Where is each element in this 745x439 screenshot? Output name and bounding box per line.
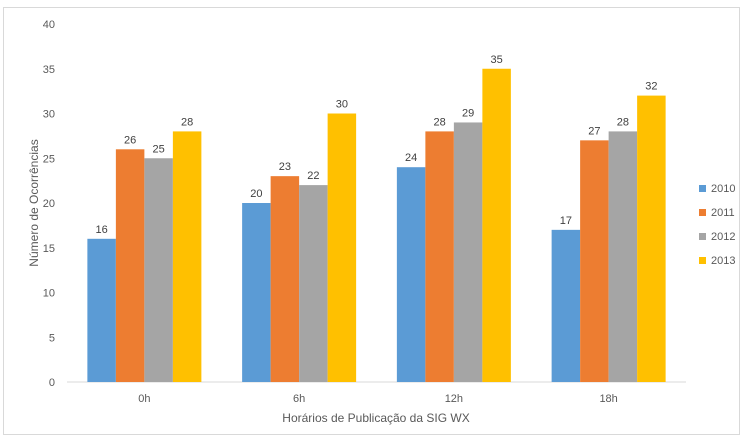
y-tick-label: 30 [43,109,55,121]
data-label: 28 [181,116,193,128]
bar-2010-0h [87,238,116,382]
bar-2011-12h [425,131,454,382]
legend-swatch [699,257,706,264]
data-label: 23 [279,161,291,173]
x-tick-label: 18h [599,393,617,405]
legend-swatch [699,233,706,240]
legend-label: 2011 [711,207,735,219]
data-label: 22 [307,170,319,182]
data-label: 20 [250,188,262,200]
x-axis-title: Horários de Publicação da SIG WX [282,411,469,425]
bar-2013-12h [482,68,511,382]
data-label: 25 [153,143,165,155]
bar-2012-0h [144,158,173,382]
y-tick-label: 10 [43,288,55,300]
bar-2010-18h [551,229,581,382]
bar-2013-0h [172,131,202,382]
data-label: 30 [336,99,348,111]
legend-label: 2012 [711,231,735,243]
bar-2010-12h [396,167,426,382]
data-label: 32 [645,81,657,93]
legend-label: 2010 [711,183,735,195]
y-tick-label: 20 [43,198,55,210]
bar-2013-18h [637,95,666,382]
x-tick-label: 6h [293,393,305,405]
data-label: 35 [491,54,503,66]
y-tick-label: 0 [49,377,55,389]
bar-2011-18h [580,140,609,382]
y-tick-label: 25 [43,153,55,165]
data-label: 27 [588,125,600,137]
legend-label: 2013 [711,255,735,267]
data-label: 28 [434,116,446,128]
data-label: 26 [124,134,136,146]
bar-2012-12h [453,122,483,382]
y-tick-label: 35 [43,64,55,76]
bar-2013-6h [327,113,357,382]
bar-2010-6h [242,203,271,382]
bar-2011-6h [270,176,300,382]
bar-2012-6h [299,185,328,382]
y-tick-label: 15 [43,243,55,255]
legend-swatch [699,209,706,216]
bar-2011-0h [115,149,145,382]
data-label: 24 [405,152,417,164]
y-axis-title: Número de Ocorrências [27,139,41,266]
data-label: 28 [617,116,629,128]
bar-2012-18h [608,131,638,382]
data-label: 29 [462,107,474,119]
legend-swatch [699,185,706,192]
data-label: 16 [96,224,108,236]
x-tick-label: 12h [445,393,463,405]
x-tick-label: 0h [138,393,150,405]
y-tick-label: 40 [43,19,55,31]
data-label: 17 [560,215,572,227]
y-tick-label: 5 [49,332,55,344]
